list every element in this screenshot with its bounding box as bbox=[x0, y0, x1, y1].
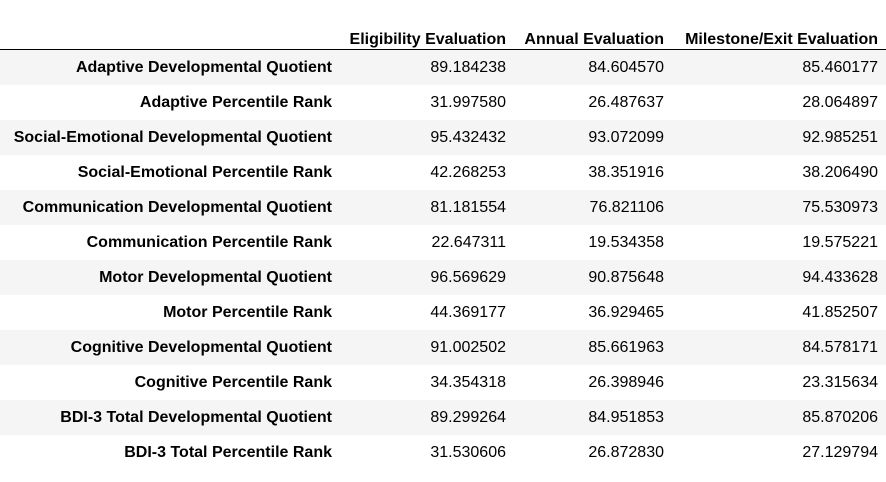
cell-value: 22.647311 bbox=[431, 233, 506, 251]
cell-value: 26.398946 bbox=[588, 373, 664, 391]
cell-value: 96.569629 bbox=[430, 268, 506, 286]
cell-value: 84.604570 bbox=[588, 58, 664, 76]
column-header-eligibility: Eligibility Evaluation bbox=[340, 14, 514, 50]
header-row: Eligibility Evaluation Annual Evaluation… bbox=[0, 14, 886, 50]
dataframe-table: Eligibility Evaluation Annual Evaluation… bbox=[0, 14, 886, 470]
row-label: Adaptive Developmental Quotient bbox=[75, 58, 332, 76]
row-label: Cognitive Percentile Rank bbox=[134, 373, 332, 391]
cell-value: 38.351916 bbox=[588, 163, 664, 181]
cell-value: 92.985251 bbox=[802, 128, 878, 146]
cell-value: 94.433628 bbox=[802, 268, 878, 286]
row-label: Social-Emotional Developmental Quotient bbox=[13, 128, 332, 146]
row-label: Adaptive Percentile Rank bbox=[139, 93, 332, 111]
cell-value: 75.530973 bbox=[802, 198, 878, 216]
row-label: BDI-3 Total Developmental Quotient bbox=[60, 408, 332, 426]
table-row: Social-Emotional Developmental Quotient 9… bbox=[0, 120, 886, 155]
row-label: BDI-3 Total Percentile Rank bbox=[124, 443, 332, 461]
cell-value: 26.872830 bbox=[588, 443, 664, 461]
cell-value: 28.064897 bbox=[802, 93, 878, 111]
cell-value: 89.184238 bbox=[430, 58, 506, 76]
row-label: Social-Emotional Percentile Rank bbox=[77, 163, 332, 181]
table-header: Eligibility Evaluation Annual Evaluation… bbox=[0, 14, 886, 50]
cell-value: 41.852507 bbox=[802, 303, 878, 321]
cell-value: 93.072099 bbox=[588, 128, 664, 146]
cell-value: 85.870206 bbox=[802, 408, 878, 426]
cell-value: 27.129794 bbox=[802, 443, 878, 461]
table-body: Adaptive Developmental Quotient 89.184238… bbox=[0, 49, 886, 470]
table-row: Communication Developmental Quotient 81.1… bbox=[0, 190, 886, 225]
cell-value: 38.206490 bbox=[802, 163, 878, 181]
cell-value: 23.315634 bbox=[802, 373, 878, 391]
table-row: Social-Emotional Percentile Rank 42.26825… bbox=[0, 155, 886, 190]
table-row: BDI-3 Total Developmental Quotient 89.299… bbox=[0, 400, 886, 435]
row-label: Motor Developmental Quotient bbox=[99, 268, 332, 286]
table-row: Communication Percentile Rank 22.647311 19… bbox=[0, 225, 886, 260]
cell-value: 42.268253 bbox=[430, 163, 506, 181]
table-row: Adaptive Developmental Quotient 89.184238… bbox=[0, 49, 886, 85]
cell-value: 76.821106 bbox=[589, 198, 664, 216]
row-label: Communication Percentile Rank bbox=[86, 233, 332, 251]
cell-value: 89.299264 bbox=[430, 408, 506, 426]
table-row: Motor Developmental Quotient 96.569629 90.… bbox=[0, 260, 886, 295]
cell-value: 90.875648 bbox=[588, 268, 664, 286]
column-header-milestone-exit: Milestone/Exit Evaluation bbox=[672, 14, 886, 50]
cell-value: 44.369177 bbox=[430, 303, 506, 321]
table-row: Cognitive Percentile Rank 34.354318 26.398… bbox=[0, 365, 886, 400]
cell-value: 84.578171 bbox=[802, 338, 878, 356]
index-header bbox=[0, 14, 340, 50]
cell-value: 91.002502 bbox=[430, 338, 506, 356]
cell-value: 36.929465 bbox=[588, 303, 664, 321]
row-label: Communication Developmental Quotient bbox=[22, 198, 332, 216]
table-row: BDI-3 Total Percentile Rank 31.530606 26.8… bbox=[0, 435, 886, 470]
row-label: Cognitive Developmental Quotient bbox=[70, 338, 332, 356]
column-header-annual: Annual Evaluation bbox=[514, 14, 672, 50]
cell-value: 84.951853 bbox=[588, 408, 664, 426]
table-row: Motor Percentile Rank 44.369177 36.929465 4… bbox=[0, 295, 886, 330]
cell-value: 85.661963 bbox=[588, 338, 664, 356]
cell-value: 85.460177 bbox=[802, 58, 878, 76]
cell-value: 19.534358 bbox=[588, 233, 664, 251]
cell-value: 26.487637 bbox=[588, 93, 664, 111]
cell-value: 31.530606 bbox=[430, 443, 506, 461]
row-label: Motor Percentile Rank bbox=[163, 303, 332, 321]
cell-value: 19.575221 bbox=[802, 233, 878, 251]
cell-value: 95.432432 bbox=[430, 128, 506, 146]
table-row: Adaptive Percentile Rank 31.997580 26.4876… bbox=[0, 85, 886, 120]
cell-value: 34.354318 bbox=[430, 373, 506, 391]
cell-value: 81.181554 bbox=[430, 198, 506, 216]
table-row: Cognitive Developmental Quotient 91.00250… bbox=[0, 330, 886, 365]
cell-value: 31.997580 bbox=[430, 93, 506, 111]
